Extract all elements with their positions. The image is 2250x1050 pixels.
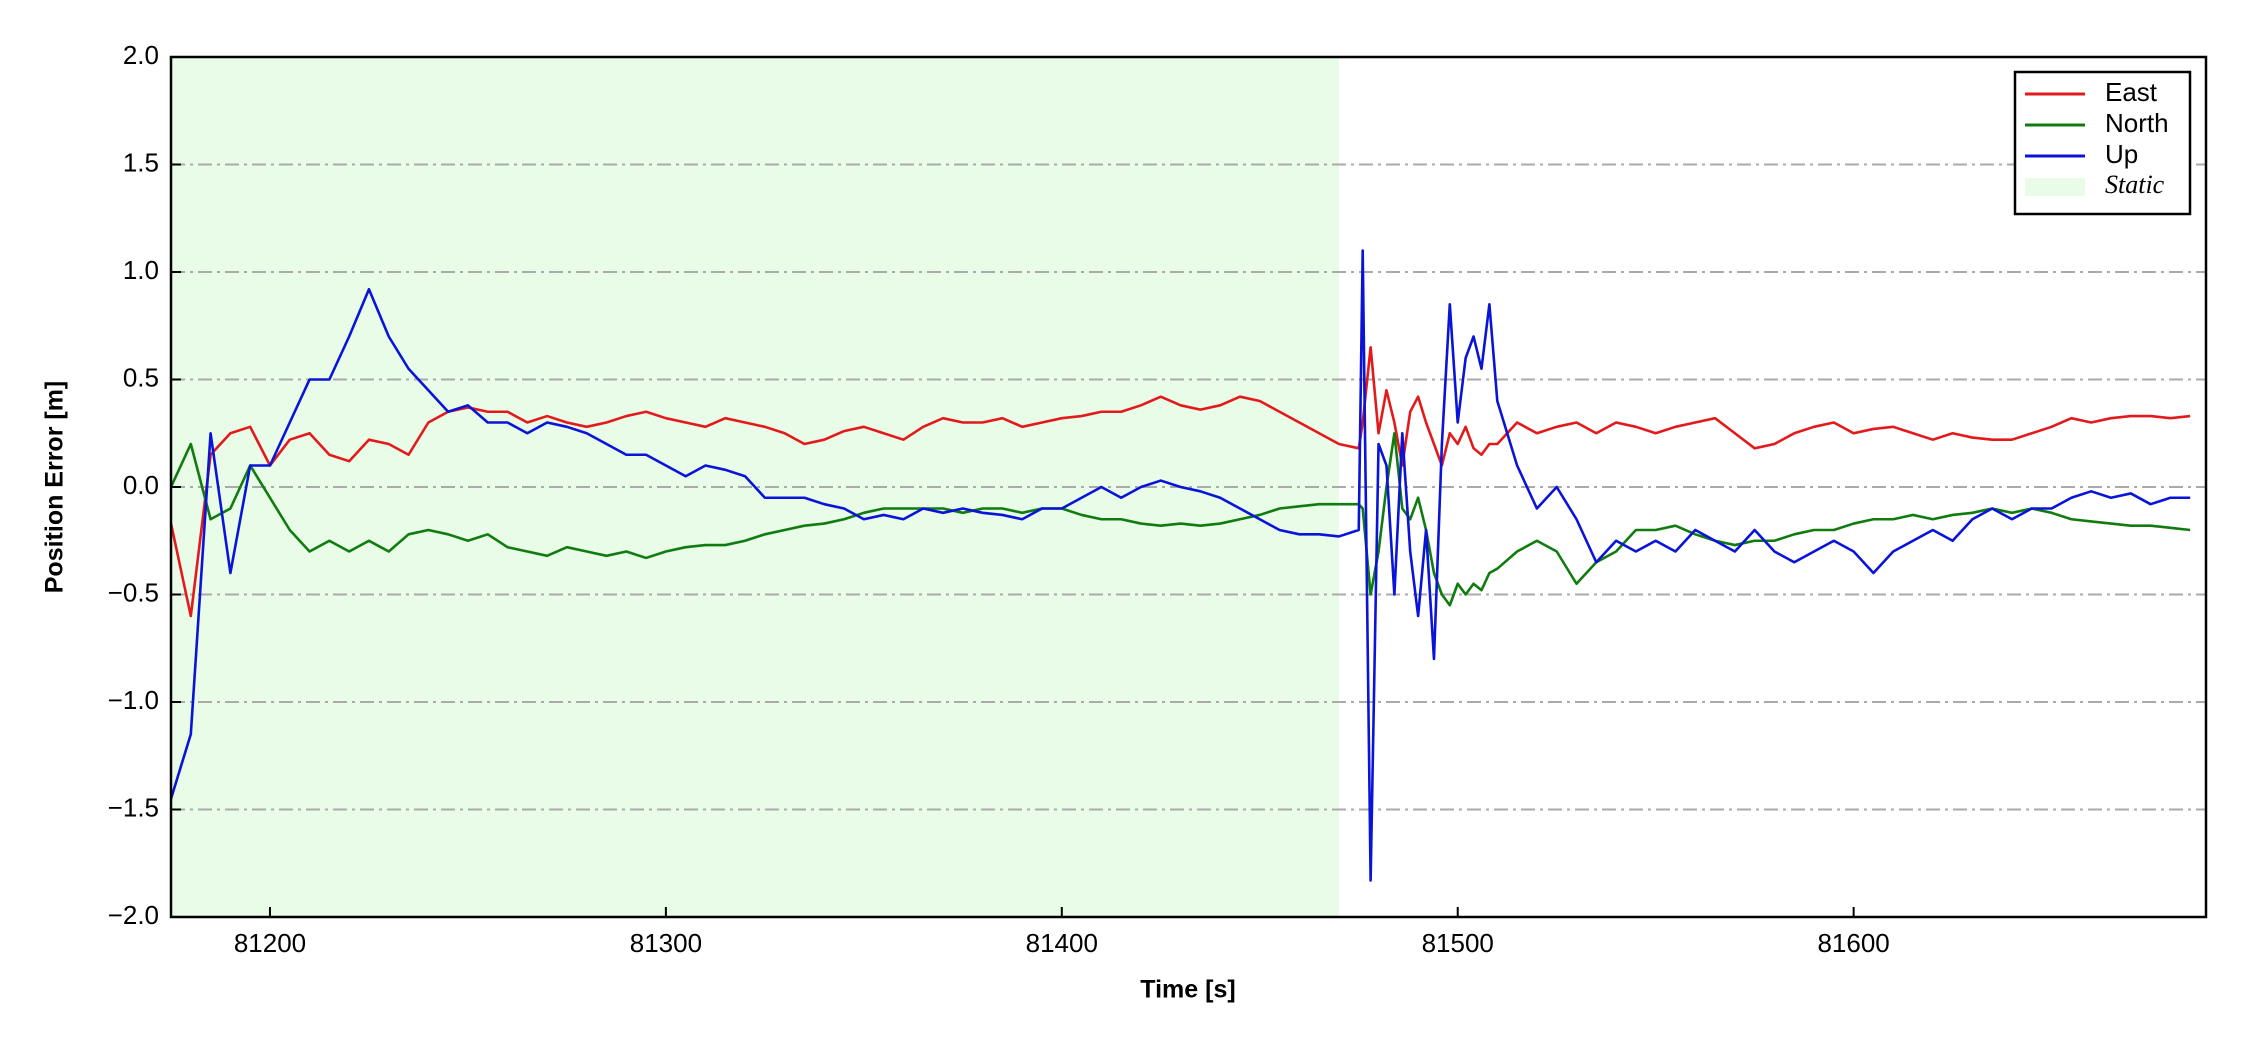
x-tick-label: 81500	[1422, 928, 1494, 958]
y-tick-label: −1.5	[108, 792, 159, 822]
legend-label: North	[2105, 108, 2169, 138]
series-line	[171, 431, 2191, 607]
series-line	[171, 345, 2191, 618]
x-tick-label: 81200	[234, 928, 306, 958]
legend-label: Up	[2105, 139, 2138, 169]
x-tick-label: 81600	[1817, 928, 1889, 958]
y-axis-label: Position Error [m]	[41, 381, 69, 594]
axes: −2.0 −1.5 −1.0 −0.5 0.0 0.5 1.0 1.5 2.0 81200 8130…	[108, 40, 1890, 958]
x-tick-label: 81400	[1026, 928, 1098, 958]
y-tick-label: 1.5	[123, 147, 159, 177]
y-tick-label: 1.0	[123, 255, 159, 285]
y-tick-label: 2.0	[123, 40, 159, 70]
x-axis-label: Time [s]	[1140, 976, 1235, 1004]
x-tick-label: 81300	[630, 928, 702, 958]
y-tick-label: 0.0	[123, 470, 159, 500]
series-line	[171, 249, 2191, 882]
y-tick-label: −0.5	[108, 577, 159, 607]
y-tick-label: 0.5	[123, 362, 159, 392]
y-tick-label: −1.0	[108, 685, 159, 715]
legend-label: East	[2105, 77, 2158, 107]
legend-label: Static	[2105, 170, 2165, 199]
y-tick-label: −2.0	[108, 900, 159, 930]
lines	[171, 249, 2191, 882]
legend-swatch	[2025, 178, 2085, 196]
